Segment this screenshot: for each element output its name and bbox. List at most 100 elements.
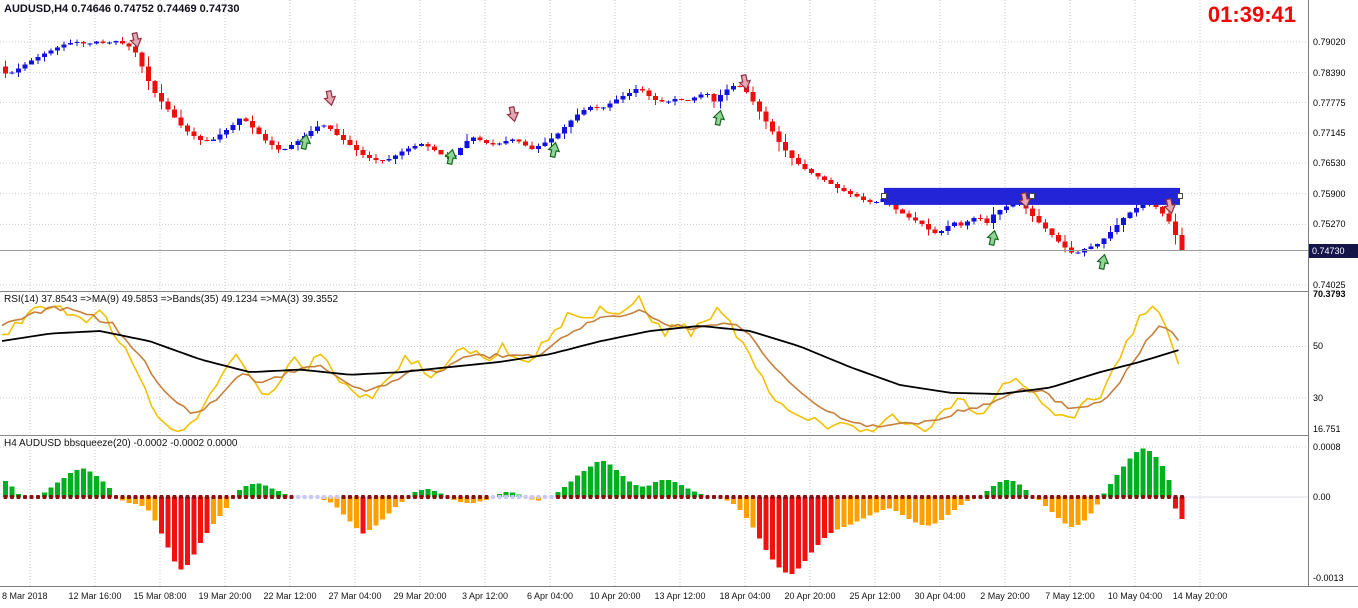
candle-body: [926, 223, 931, 230]
squeeze-bar: [1062, 497, 1068, 524]
sell-arrow[interactable]: [1018, 191, 1032, 209]
squeeze-zero-dot: [796, 494, 801, 500]
squeeze-bar: [1134, 451, 1139, 497]
squeeze-zero-dot: [913, 494, 918, 500]
candle-body: [204, 139, 210, 141]
squeeze-zero-dot: [984, 494, 990, 500]
candle-body: [581, 110, 587, 115]
chart-objects[interactable]: [129, 31, 1183, 271]
candle-body: [633, 89, 639, 94]
squeeze-zero-dot: [1082, 494, 1087, 500]
squeeze-zero-dot: [81, 494, 86, 500]
candle-body: [646, 90, 652, 96]
squeeze-bar: [87, 471, 93, 497]
rectangle-handle[interactable]: [1029, 193, 1035, 199]
candle-body: [549, 138, 554, 143]
sell-arrow[interactable]: [129, 31, 143, 49]
squeeze-bar: [146, 497, 151, 511]
squeeze-zero-dot: [874, 494, 879, 500]
candle-body: [939, 231, 944, 233]
squeeze-zero-dot: [1179, 494, 1185, 500]
squeeze-bar: [1069, 497, 1074, 527]
squeeze-bar: [679, 485, 684, 497]
squeeze-bar: [958, 497, 964, 506]
squeeze-bar: [581, 470, 587, 497]
candle-body: [640, 89, 645, 91]
squeeze-bar: [399, 497, 405, 502]
sell-arrow[interactable]: [1163, 197, 1177, 215]
time-axis[interactable]: 8 Mar 2018 12 Mar 16:00 15 Mar 08:00 19 Mar…: [0, 586, 1358, 608]
candle-body: [432, 146, 437, 151]
squeeze-zero-dot: [542, 494, 548, 500]
rectangle-handle[interactable]: [1177, 193, 1183, 199]
squeeze-zero-dot: [711, 494, 717, 500]
squeeze-zero-dot: [276, 494, 281, 500]
squeeze-zero-dot: [757, 494, 762, 500]
squeeze-bar: [893, 497, 899, 511]
squeeze-zero-dot: [1010, 494, 1016, 500]
candle-body: [107, 42, 112, 44]
candle-body: [328, 125, 333, 130]
squeeze-zero-dot: [250, 494, 255, 500]
candle-body: [471, 137, 476, 142]
candle-body: [211, 139, 216, 141]
price-axis[interactable]: 0.74730 0.79020 0.78390 0.77775 0.77145 0.76…: [1308, 0, 1358, 586]
squeeze-bar: [568, 481, 574, 497]
squeeze-bar: [380, 497, 385, 520]
buy-arrow[interactable]: [547, 141, 561, 159]
squeeze-bar: [822, 497, 827, 538]
squeeze-bar: [848, 497, 853, 525]
squeeze-bar: [1088, 497, 1094, 514]
sell-arrow[interactable]: [738, 73, 752, 91]
candle-body: [679, 98, 684, 101]
squeeze-zero-dot: [1049, 494, 1055, 500]
candle-body: [263, 134, 268, 141]
squeeze-zero-dot: [1127, 494, 1133, 500]
squeeze-zero-dot: [588, 494, 593, 500]
rsi-axis-label: 30: [1313, 393, 1324, 403]
squeeze-zero-dot: [692, 494, 697, 500]
squeeze-zero-dot: [425, 494, 431, 500]
squeeze-bar: [126, 497, 132, 503]
squeeze-zero-dot: [315, 494, 320, 500]
time-axis-label: 22 Mar 12:00: [263, 591, 317, 601]
main-price-panel[interactable]: [0, 36, 1308, 257]
sell-arrow[interactable]: [323, 89, 337, 107]
candle-body: [237, 118, 242, 126]
candle-body: [815, 173, 821, 177]
squeeze-panel[interactable]: [3, 448, 1185, 574]
candle-body: [490, 142, 496, 145]
time-axis-label: 19 Mar 20:00: [198, 591, 252, 601]
buy-arrow[interactable]: [1096, 253, 1110, 271]
squeeze-zero-dot: [1173, 494, 1178, 500]
buy-arrow[interactable]: [712, 109, 726, 127]
squeeze-zero-dot: [1160, 494, 1165, 500]
rsi-axis-label: 70.3793: [1313, 289, 1346, 299]
squeeze-bar: [152, 497, 158, 521]
squeeze-zero-dot: [1166, 494, 1172, 500]
squeeze-zero-dot: [1004, 494, 1009, 500]
buy-arrow[interactable]: [298, 133, 312, 151]
candle-body: [1160, 207, 1165, 214]
sell-arrow[interactable]: [506, 105, 520, 123]
buy-arrow[interactable]: [986, 229, 1000, 247]
squeeze-zero-dot: [1036, 494, 1042, 500]
rsi-panel[interactable]: [1, 295, 1180, 433]
buy-arrow[interactable]: [444, 148, 458, 166]
candle-body: [601, 107, 606, 109]
squeeze-zero-dot: [926, 494, 931, 500]
candle-body: [510, 139, 515, 141]
price-axis-label: 0.77775: [1313, 98, 1346, 108]
squeeze-zero-dot: [347, 494, 353, 500]
candle-body: [1101, 238, 1107, 244]
candle-body: [861, 196, 866, 200]
rectangle-handle[interactable]: [881, 193, 887, 199]
time-axis-label: 30 Apr 04:00: [914, 591, 966, 601]
squeeze-zero-dot: [718, 494, 723, 500]
squeeze-zero-dot: [243, 494, 249, 500]
squeeze-bar: [172, 497, 177, 562]
candle-body: [1166, 213, 1172, 222]
time-axis-label: 27 Mar 04:00: [328, 591, 382, 601]
